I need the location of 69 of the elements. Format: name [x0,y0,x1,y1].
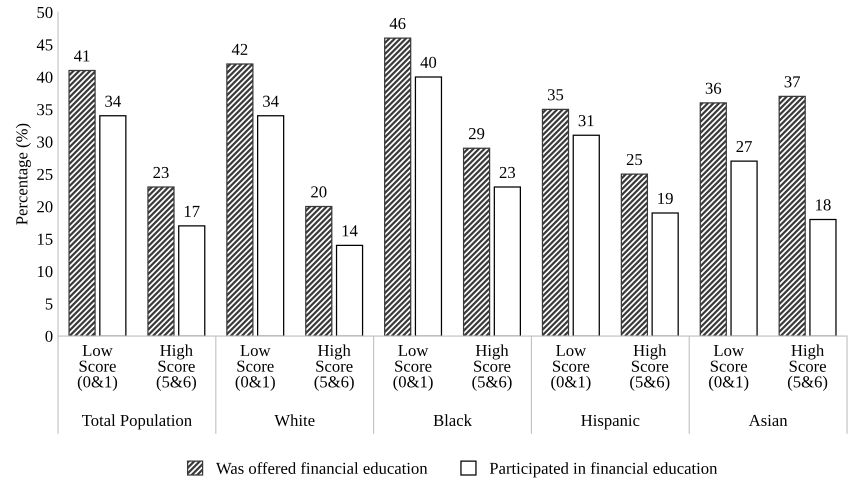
x-tick-label: High Score (5&6) [788,344,828,391]
data-label: 19 [658,192,673,204]
x-tick-label: Low Score (0&1) [236,345,275,391]
y-tick-label: 25 [37,168,52,180]
x-tick-label: High Score (5&6) [156,344,196,391]
x-tick-label: Low Score (0&1) [551,345,591,391]
legend-label: Was offered financial education [216,462,428,474]
x-tick-label: High Score (5&6) [472,344,512,391]
y-axis-title: Percentage (%) [16,124,31,225]
x-tick-label: Low Score (0&1) [78,345,118,391]
bar [542,108,570,336]
data-label: 20 [311,186,326,198]
data-label: 40 [420,56,436,68]
bar [730,160,758,336]
bar [494,186,521,336]
data-label: 14 [342,225,358,236]
y-tick-label: 50 [37,6,53,18]
y-tick-label: 5 [46,298,52,310]
data-label: 34 [105,96,121,107]
text: Hispanic [581,414,640,430]
x-tick-label: High Score (5&6) [630,344,670,391]
bar [226,63,254,336]
data-label: 31 [578,115,594,126]
y-tick-label: 35 [37,104,52,116]
data-label: 46 [390,18,406,30]
bar [147,186,175,336]
text: White [274,414,314,426]
x-tick-label: Low Score (0&1) [393,345,433,391]
data-label: 34 [263,96,279,107]
x-tick-label: High Score (5&6) [314,344,354,391]
y-tick-label: 45 [36,39,52,51]
data-label: 23 [500,166,516,178]
bar [462,148,490,336]
bar [68,70,96,336]
x-tick-label: Low Score (0&1) [709,345,748,391]
data-label: 25 [626,154,642,166]
text: Black [434,414,472,426]
data-label: 36 [706,82,722,94]
legend-label: Participated in financial education [490,462,718,478]
bar [178,225,206,336]
text: Total Population [82,414,192,430]
bar [778,96,806,336]
bar [305,206,332,336]
bar [572,134,600,336]
bar [99,115,126,336]
bar [336,244,364,336]
data-label: 17 [184,206,200,217]
text: Asian [748,414,788,426]
data-label: 42 [232,44,248,55]
y-tick-label: 30 [37,136,53,148]
data-label: 27 [736,141,752,152]
data-label: 35 [548,89,564,100]
bar [414,76,442,336]
bar [809,218,837,336]
y-tick-label: 10 [38,266,53,278]
data-label: 37 [784,76,800,88]
data-label: 41 [74,50,90,62]
y-tick-label: 40 [36,72,53,83]
data-label: 23 [153,166,169,178]
bar [620,173,648,336]
y-tick-label: 0 [45,330,53,342]
y-tick-label: 15 [38,234,52,245]
data-label: 29 [468,128,484,140]
bar [700,102,727,336]
y-tick-label: 20 [37,201,53,212]
bar [384,37,412,336]
bar [257,115,284,336]
bar [652,212,679,336]
data-label: 18 [816,199,831,210]
